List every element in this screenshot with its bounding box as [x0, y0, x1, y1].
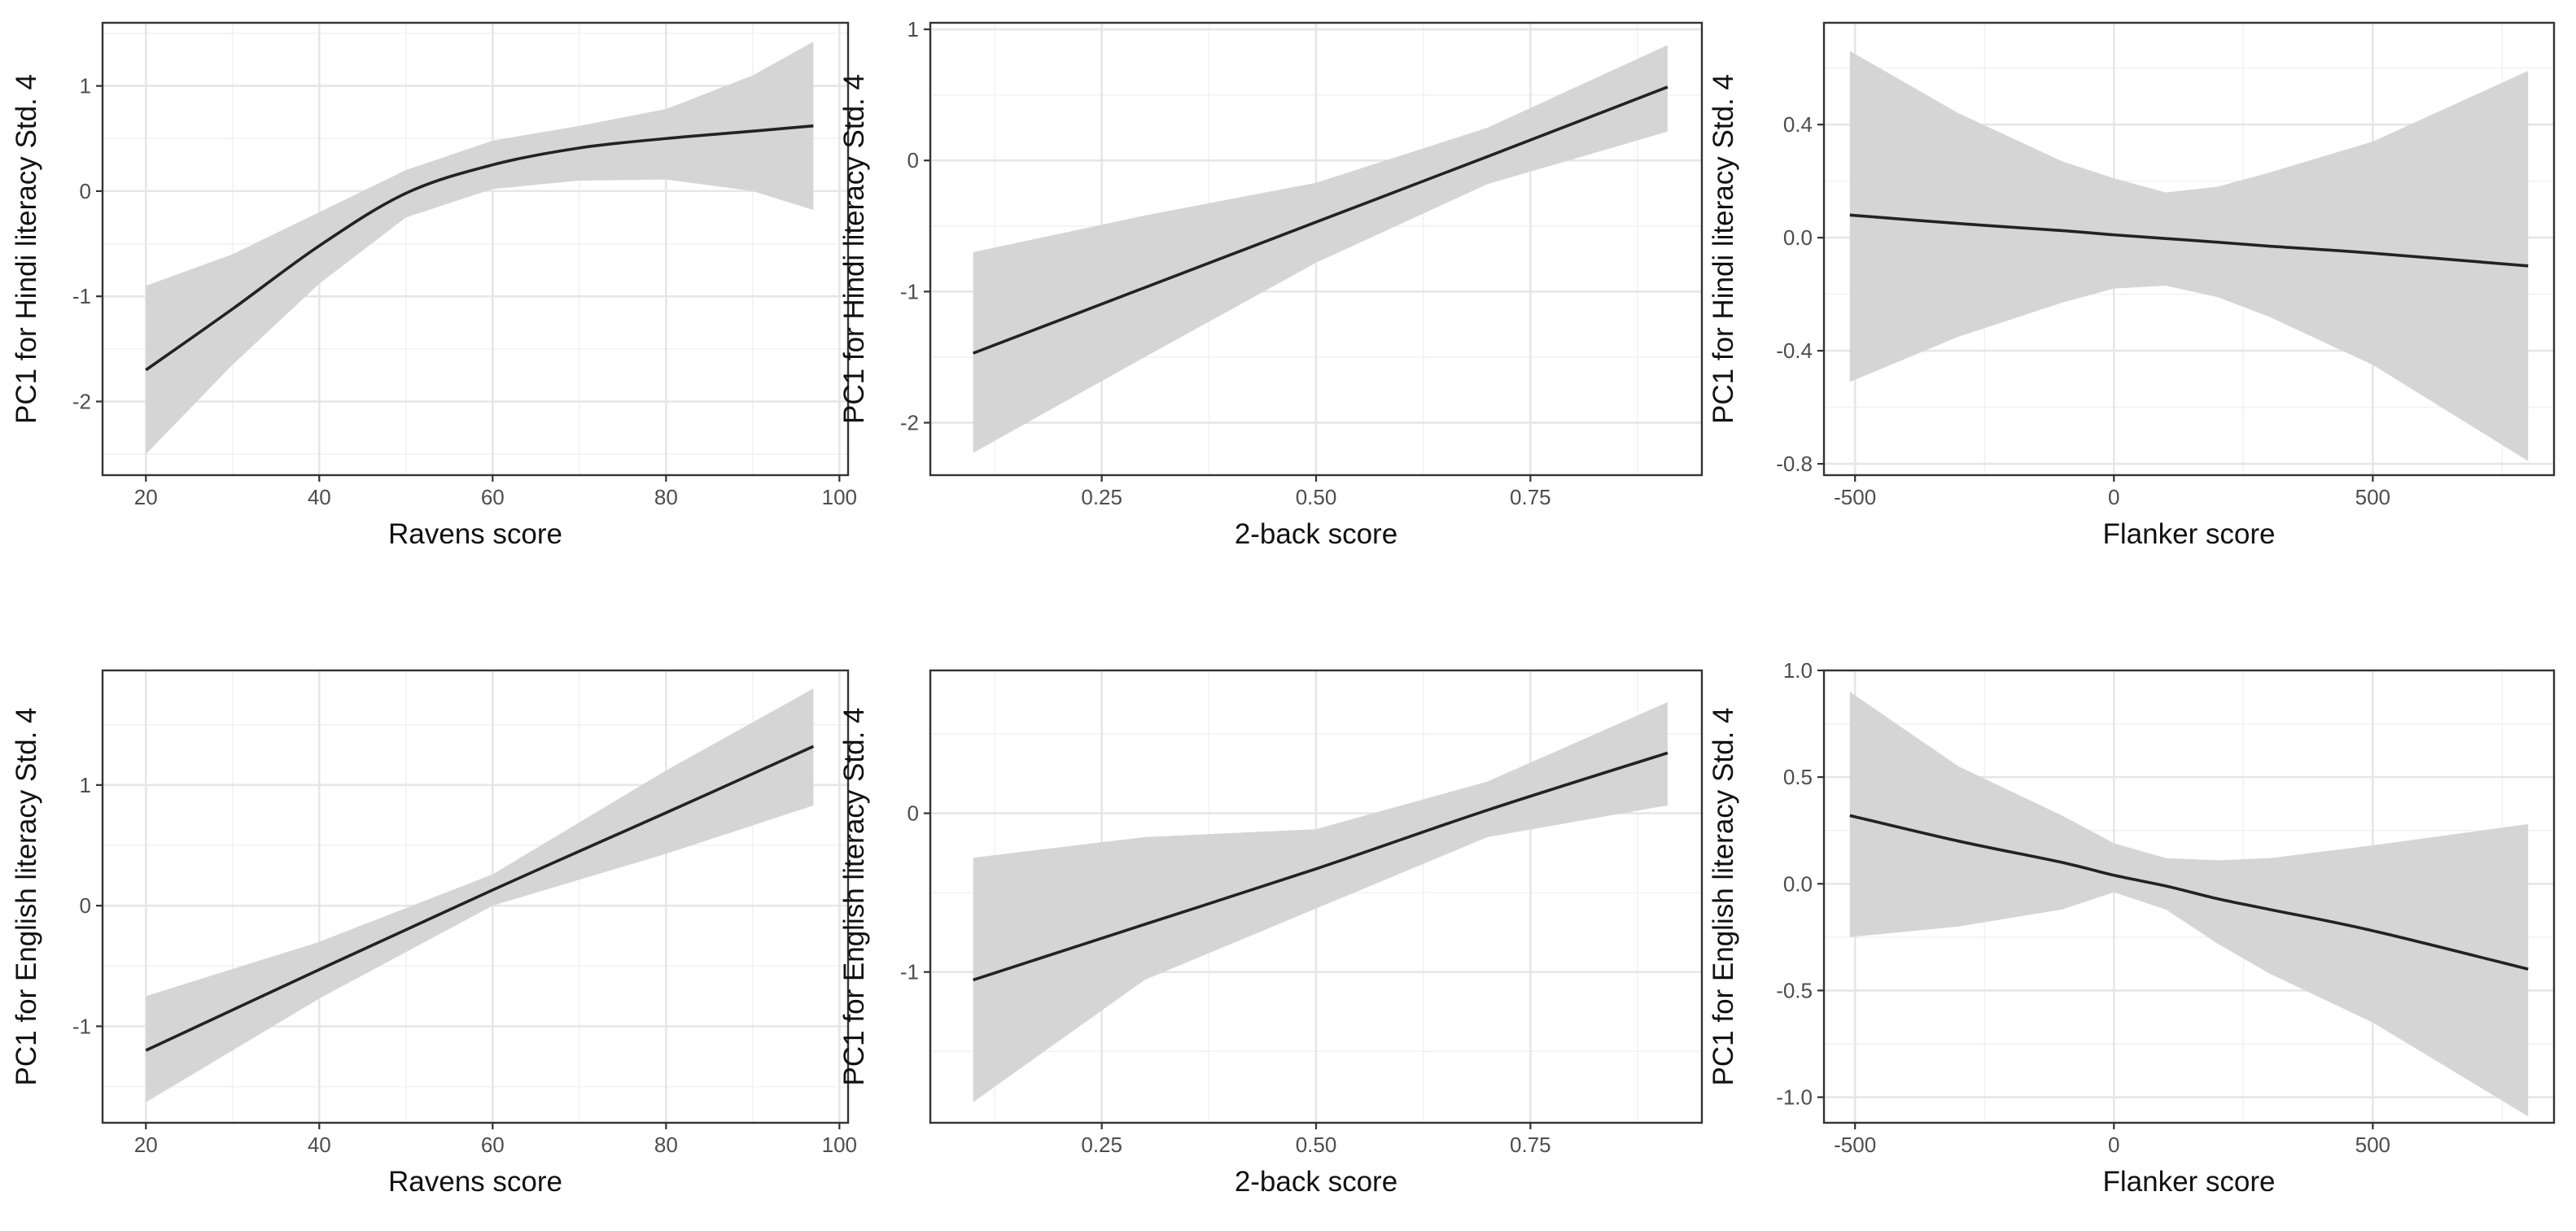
- y-tick-label: -0.8: [1776, 452, 1813, 476]
- y-tick-label: -2: [72, 389, 91, 413]
- x-tick-label: 20: [134, 485, 158, 509]
- y-axis-title: PC1 for Hindi literacy Std. 4: [838, 74, 870, 424]
- x-tick-label: 100: [822, 485, 857, 509]
- x-axis-title: Ravens score: [388, 518, 562, 550]
- panel-border: [101, 21, 850, 477]
- x-tick-label: 20: [134, 1133, 158, 1157]
- x-tick-label: 100: [822, 1133, 857, 1157]
- panel-border: [1822, 669, 2556, 1124]
- x-tick-label: 60: [481, 485, 505, 509]
- y-tick-label: 0: [908, 148, 919, 172]
- y-tick-label: 1.0: [1783, 658, 1813, 683]
- y-tick-label: 0: [80, 179, 91, 203]
- confidence-band: [1849, 50, 2529, 461]
- x-tick-label: 0: [2108, 1133, 2119, 1157]
- x-tick-label: 0.50: [1296, 485, 1337, 509]
- y-axis-title: PC1 for Hindi literacy Std. 4: [1708, 74, 1739, 424]
- x-tick-label: 0.25: [1081, 1133, 1122, 1157]
- confidence-band: [146, 41, 814, 455]
- y-tick-label: 1: [80, 773, 91, 797]
- x-tick-label: 0.25: [1081, 485, 1122, 509]
- x-tick-label: 80: [654, 1133, 678, 1157]
- x-axis-title: 2-back score: [1235, 1166, 1397, 1198]
- y-axis-title: PC1 for English literacy Std. 4: [11, 708, 42, 1086]
- y-tick-label: 0.4: [1783, 112, 1813, 137]
- x-tick-label: 500: [2355, 1133, 2390, 1157]
- x-tick-label: 80: [654, 485, 678, 509]
- fit-line: [1849, 814, 2529, 971]
- fit-line: [145, 744, 815, 1052]
- x-tick-label: 60: [481, 1133, 505, 1157]
- panel-border: [1822, 21, 2556, 477]
- panel-english-flanker: -500 0 500 -1.0 -0.5 0.0 0.5 1.0 Flanker score PC…: [1708, 658, 2556, 1198]
- x-tick-label: -500: [1834, 1133, 1876, 1157]
- confidence-band: [973, 702, 1668, 1102]
- y-axis-title: PC1 for English literacy Std. 4: [1708, 708, 1739, 1086]
- y-tick-label: 0.0: [1783, 225, 1813, 250]
- y-axis-title: PC1 for English literacy Std. 4: [838, 708, 870, 1086]
- fit-line: [973, 751, 1668, 982]
- x-tick-label: 40: [308, 1133, 331, 1157]
- confidence-band: [1849, 692, 2529, 1117]
- confidence-band: [973, 45, 1668, 453]
- y-tick-label: 0.5: [1783, 765, 1813, 789]
- x-tick-label: 0.75: [1510, 485, 1551, 509]
- panel-hindi-ravens: 20 40 60 80 100 -2 -1 0 1 Ravens score PC1 for Hin…: [11, 21, 857, 550]
- y-tick-label: -1: [900, 960, 919, 984]
- panel-english-ravens: 20 40 60 80 100 -1 0 1 Ravens score PC1 for Engli…: [11, 669, 857, 1198]
- y-tick-label: -2: [900, 411, 919, 435]
- y-tick-label: -1: [72, 284, 91, 308]
- y-tick-label: -1: [900, 279, 919, 303]
- y-tick-label: 0: [80, 893, 91, 918]
- fit-line: [973, 85, 1668, 355]
- x-tick-label: 0: [2108, 485, 2119, 509]
- x-tick-label: -500: [1834, 485, 1876, 509]
- y-axis-title: PC1 for Hindi literacy Std. 4: [11, 74, 42, 424]
- x-axis-title: Flanker score: [2102, 1166, 2275, 1198]
- fit-line: [145, 124, 814, 372]
- y-tick-label: 0.0: [1783, 871, 1813, 896]
- panel-border: [101, 669, 850, 1124]
- y-tick-label: -0.4: [1776, 338, 1813, 363]
- panel-hindi-flanker: -500 0 500 -0.8 -0.4 0.0 0.4 Flanker score PC1 f…: [1708, 21, 2556, 550]
- x-axis-title: 2-back score: [1235, 518, 1397, 550]
- panel-hindi-2back: 0.25 0.50 0.75 -2 -1 0 1 2-back score PC1 for Hi…: [838, 17, 1703, 550]
- x-tick-label: 500: [2355, 485, 2390, 509]
- panel-english-2back: 0.25 0.50 0.75 -1 0 2-back score PC1 for Engli…: [838, 669, 1703, 1198]
- x-axis-title: Ravens score: [388, 1166, 562, 1198]
- y-tick-label: -0.5: [1776, 978, 1813, 1002]
- y-tick-label: -1.0: [1776, 1085, 1813, 1110]
- y-tick-label: 1: [908, 17, 919, 41]
- y-tick-label: 1: [80, 74, 91, 98]
- y-tick-label: 0: [908, 801, 919, 826]
- x-tick-label: 0.75: [1510, 1133, 1551, 1157]
- x-tick-label: 0.50: [1296, 1133, 1337, 1157]
- fit-line: [1849, 213, 2529, 268]
- x-axis-title: Flanker score: [2102, 518, 2275, 550]
- x-tick-label: 40: [308, 485, 331, 509]
- y-tick-label: -1: [72, 1014, 91, 1038]
